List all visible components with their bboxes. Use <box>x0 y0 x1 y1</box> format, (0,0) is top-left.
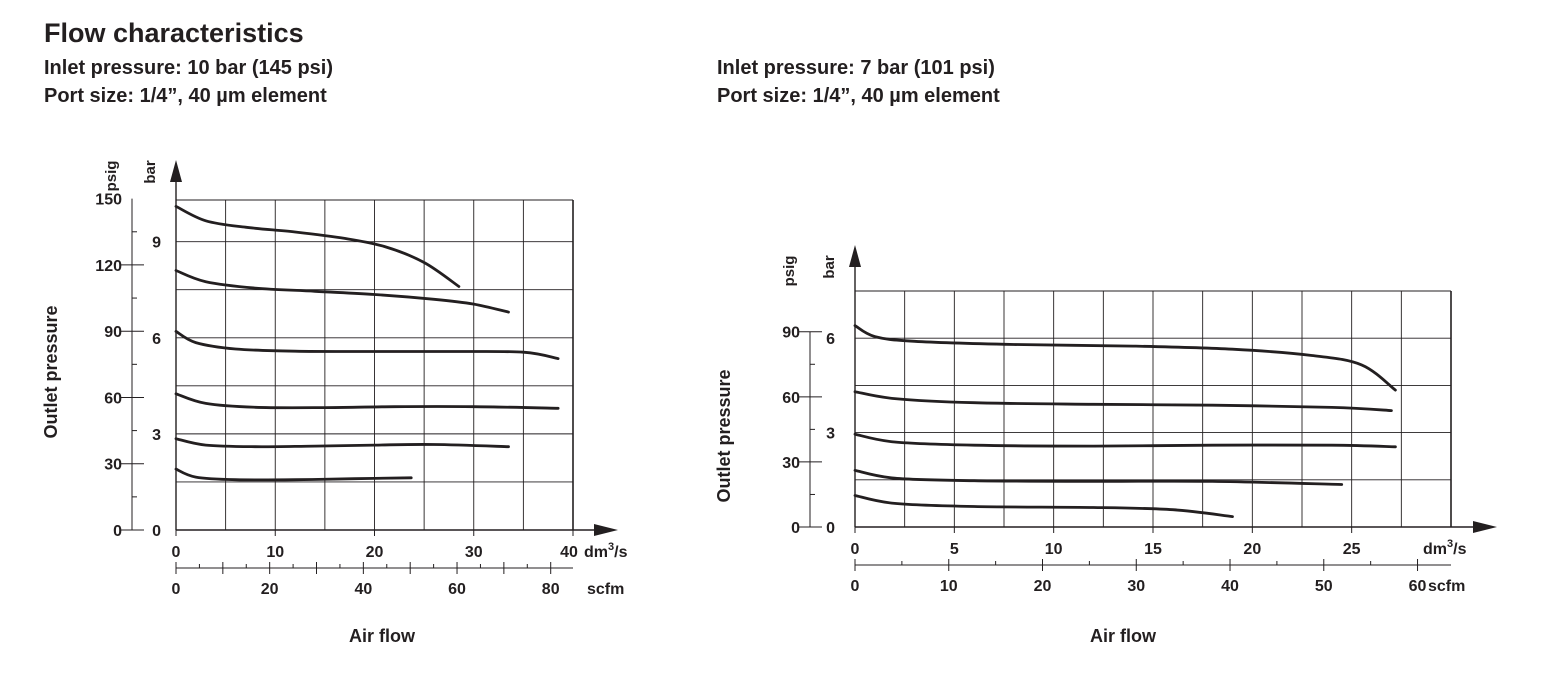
chart2-x-axis-title: Air flow <box>1090 626 1157 646</box>
chart1-psig-tick-label: 30 <box>104 457 122 474</box>
chart1-series-curve-4 <box>174 392 560 410</box>
chart1-x-tick-label: 0 <box>172 544 181 561</box>
chart1-y-unit-psig: psig <box>103 161 120 192</box>
chart1-x2-unit: scfm <box>587 581 624 598</box>
chart2-scfm-tick-label: 10 <box>940 578 958 595</box>
chart1-y-unit-bar: bar <box>142 160 159 184</box>
chart2-series-curve-5 <box>853 494 1234 518</box>
chart2-scfm-tick-label: 20 <box>1034 578 1052 595</box>
chart2-x-tick-label: 20 <box>1243 541 1261 558</box>
chart1-scfm-tick-label: 20 <box>261 581 279 598</box>
chart2-x-tick-label: 25 <box>1343 541 1361 558</box>
chart2-psig-tick-label: 30 <box>782 455 800 472</box>
chart2-y-unit-psig: psig <box>781 256 798 287</box>
chart1-psig-tick-label: 60 <box>104 390 122 407</box>
chart2-y-unit-bar: bar <box>821 255 838 279</box>
chart2-scfm-tick-label: 30 <box>1127 578 1145 595</box>
chart2-x-tick-label: 0 <box>851 541 860 558</box>
chart1-x-tick-label: 10 <box>266 544 284 561</box>
chart1-psig-tick-label: 150 <box>95 192 122 209</box>
chart2-bar-tick-label: 6 <box>826 331 835 348</box>
chart2-bar-tick-label: 0 <box>826 520 835 537</box>
chart1-x-axis-title: Air flow <box>349 626 416 646</box>
left-inlet-pressure: Inlet pressure: 10 bar (145 psi) <box>44 57 334 79</box>
chart1-bar-tick-label: 3 <box>152 427 161 444</box>
chart1-series-curve-2 <box>174 269 510 314</box>
chart2-y-axis-title: Outlet pressure <box>714 369 734 502</box>
chart1-x-unit: dm3/s <box>584 541 628 561</box>
chart2-x2-unit: scfm <box>1428 578 1465 595</box>
chart2-x-axis-arrow <box>1473 521 1497 533</box>
right-inlet-pressure: Inlet pressure: 7 bar (101 psi) <box>717 57 995 79</box>
chart1-x-axis-arrow <box>594 524 618 536</box>
chart1-scfm-tick-label: 60 <box>448 581 466 598</box>
left-port-size: Port size: 1/4”, 40 µm element <box>44 85 327 107</box>
chart2-x-unit: dm3/s <box>1423 538 1467 558</box>
chart2-y-axis-arrow <box>849 245 861 267</box>
chart2-x-tick-label: 5 <box>950 541 959 558</box>
chart1-psig-tick-label: 90 <box>104 324 122 341</box>
chart2-x-tick-label: 15 <box>1144 541 1162 558</box>
chart2-psig-tick-label: 90 <box>782 325 800 342</box>
chart1-series-curve-5 <box>174 437 510 449</box>
chart2-psig-tick-label: 60 <box>782 390 800 407</box>
chart2-series-curve-1 <box>853 324 1397 392</box>
chart1-psig-tick-label: 0 <box>113 523 122 540</box>
chart1-x-tick-label: 40 <box>560 544 578 561</box>
chart2-x-tick-label: 10 <box>1045 541 1063 558</box>
chart1-scfm-tick-label: 40 <box>354 581 372 598</box>
chart1-bar-tick-label: 9 <box>152 235 161 252</box>
chart1-psig-tick-label: 120 <box>95 258 122 275</box>
right-port-size: Port size: 1/4”, 40 µm element <box>717 85 1000 107</box>
chart2-series-curve-4 <box>853 469 1344 486</box>
chart1-scfm-tick-label: 80 <box>542 581 560 598</box>
chart2-bar-tick-label: 3 <box>826 426 835 443</box>
chart1-y-axis-title: Outlet pressure <box>41 305 61 438</box>
chart2-psig-tick-label: 0 <box>791 520 800 537</box>
page-title: Flow characteristics <box>44 18 304 48</box>
chart1-x-tick-label: 30 <box>465 544 483 561</box>
chart2-scfm-tick-label: 60 <box>1409 578 1427 595</box>
chart1-series-curve-6 <box>174 467 413 482</box>
chart2-series-curve-3 <box>853 432 1397 449</box>
chart1-scfm-tick-label: 0 <box>172 581 181 598</box>
chart1-y-axis-arrow <box>170 160 182 182</box>
chart1-bar-tick-label: 6 <box>152 331 161 348</box>
chart1-series-curve-1 <box>174 205 461 288</box>
chart1-series-curve-3 <box>174 330 560 360</box>
chart2-scfm-tick-label: 50 <box>1315 578 1333 595</box>
chart2-scfm-tick-label: 0 <box>851 578 860 595</box>
chart2-series-curve-2 <box>853 390 1393 412</box>
chart1-bar-tick-label: 0 <box>152 523 161 540</box>
chart1-x-tick-label: 20 <box>366 544 384 561</box>
chart2-scfm-tick-label: 40 <box>1221 578 1239 595</box>
